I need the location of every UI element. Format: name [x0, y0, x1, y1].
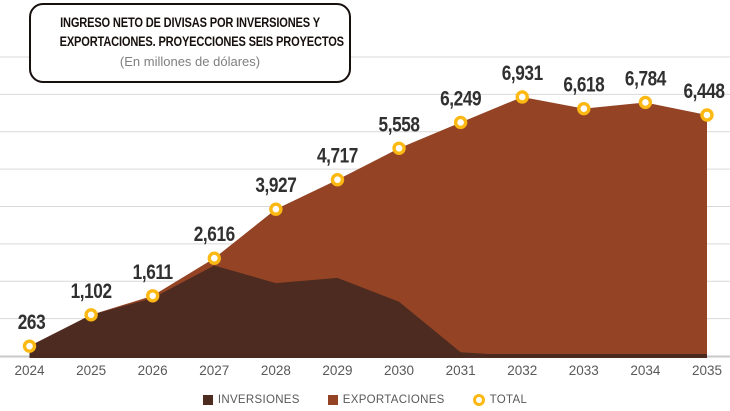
total-marker-icon — [472, 394, 485, 406]
total-value-label: 6,931 — [502, 62, 544, 85]
legend-label-inversiones: INVERSIONES — [217, 394, 300, 406]
total-value-label: 1,102 — [71, 280, 112, 303]
total-marker — [22, 339, 37, 353]
legend-item-total: TOTAL — [472, 394, 528, 406]
total-value-label: 5,558 — [379, 114, 421, 137]
total-marker — [84, 308, 98, 322]
x-axis-label: 2028 — [261, 363, 291, 378]
total-marker — [392, 141, 406, 155]
chart-subtitle: (En millones de dólares) — [119, 54, 261, 69]
total-marker — [207, 251, 221, 265]
total-marker — [577, 101, 591, 116]
total-marker — [330, 173, 345, 187]
chart-title-box: INGRESO NETO DE DIVISAS POR INVERSIONES … — [29, 3, 351, 83]
x-axis-label: 2027 — [199, 363, 229, 378]
legend-item-exportaciones: EXPORTACIONES — [327, 394, 445, 406]
total-value-label: 1,611 — [133, 261, 174, 284]
exportaciones-swatch-icon — [327, 395, 338, 405]
legend-item-inversiones: INVERSIONES — [202, 394, 300, 406]
total-marker — [515, 90, 529, 104]
total-marker — [638, 95, 653, 110]
x-axis-label: 2024 — [14, 363, 45, 378]
x-axis-label: 2034 — [630, 363, 661, 378]
total-value-label: 6,784 — [625, 68, 667, 91]
chart-title-line1: INGRESO NETO DE DIVISAS POR INVERSIONES … — [60, 15, 320, 30]
x-axis-label: 2026 — [138, 363, 168, 378]
total-value-label: 3,927 — [255, 175, 296, 198]
x-axis-label: 2029 — [322, 363, 352, 378]
total-value-label: 6,448 — [683, 81, 725, 104]
total-marker — [269, 202, 283, 216]
x-axis-label: 2031 — [446, 363, 476, 378]
inversiones-swatch-icon — [202, 395, 213, 405]
legend-label-exportaciones: EXPORTACIONES — [342, 394, 445, 406]
x-axis-label: 2032 — [507, 363, 537, 378]
total-value-label: 6,249 — [440, 88, 481, 111]
legend-label-total: TOTAL — [489, 394, 528, 406]
chart-legend: INVERSIONES EXPORTACIONES TOTAL — [0, 392, 730, 408]
x-axis-label: 2033 — [569, 363, 599, 378]
total-marker — [145, 289, 160, 303]
total-value-label: 263 — [18, 312, 45, 335]
x-axis-label: 2035 — [692, 363, 722, 378]
area-inversiones — [29, 265, 707, 358]
total-value-label: 4,717 — [317, 145, 358, 168]
x-axis-label: 2030 — [384, 363, 414, 378]
x-axis-label: 2025 — [76, 363, 106, 378]
total-value-label: 6,618 — [563, 74, 605, 97]
total-marker — [453, 115, 468, 130]
total-value-label: 2,616 — [194, 224, 235, 247]
total-marker — [700, 108, 714, 122]
chart-title-line2: EXPORTACIONES. PROYECCIONES SEIS PROYECT… — [59, 34, 344, 49]
